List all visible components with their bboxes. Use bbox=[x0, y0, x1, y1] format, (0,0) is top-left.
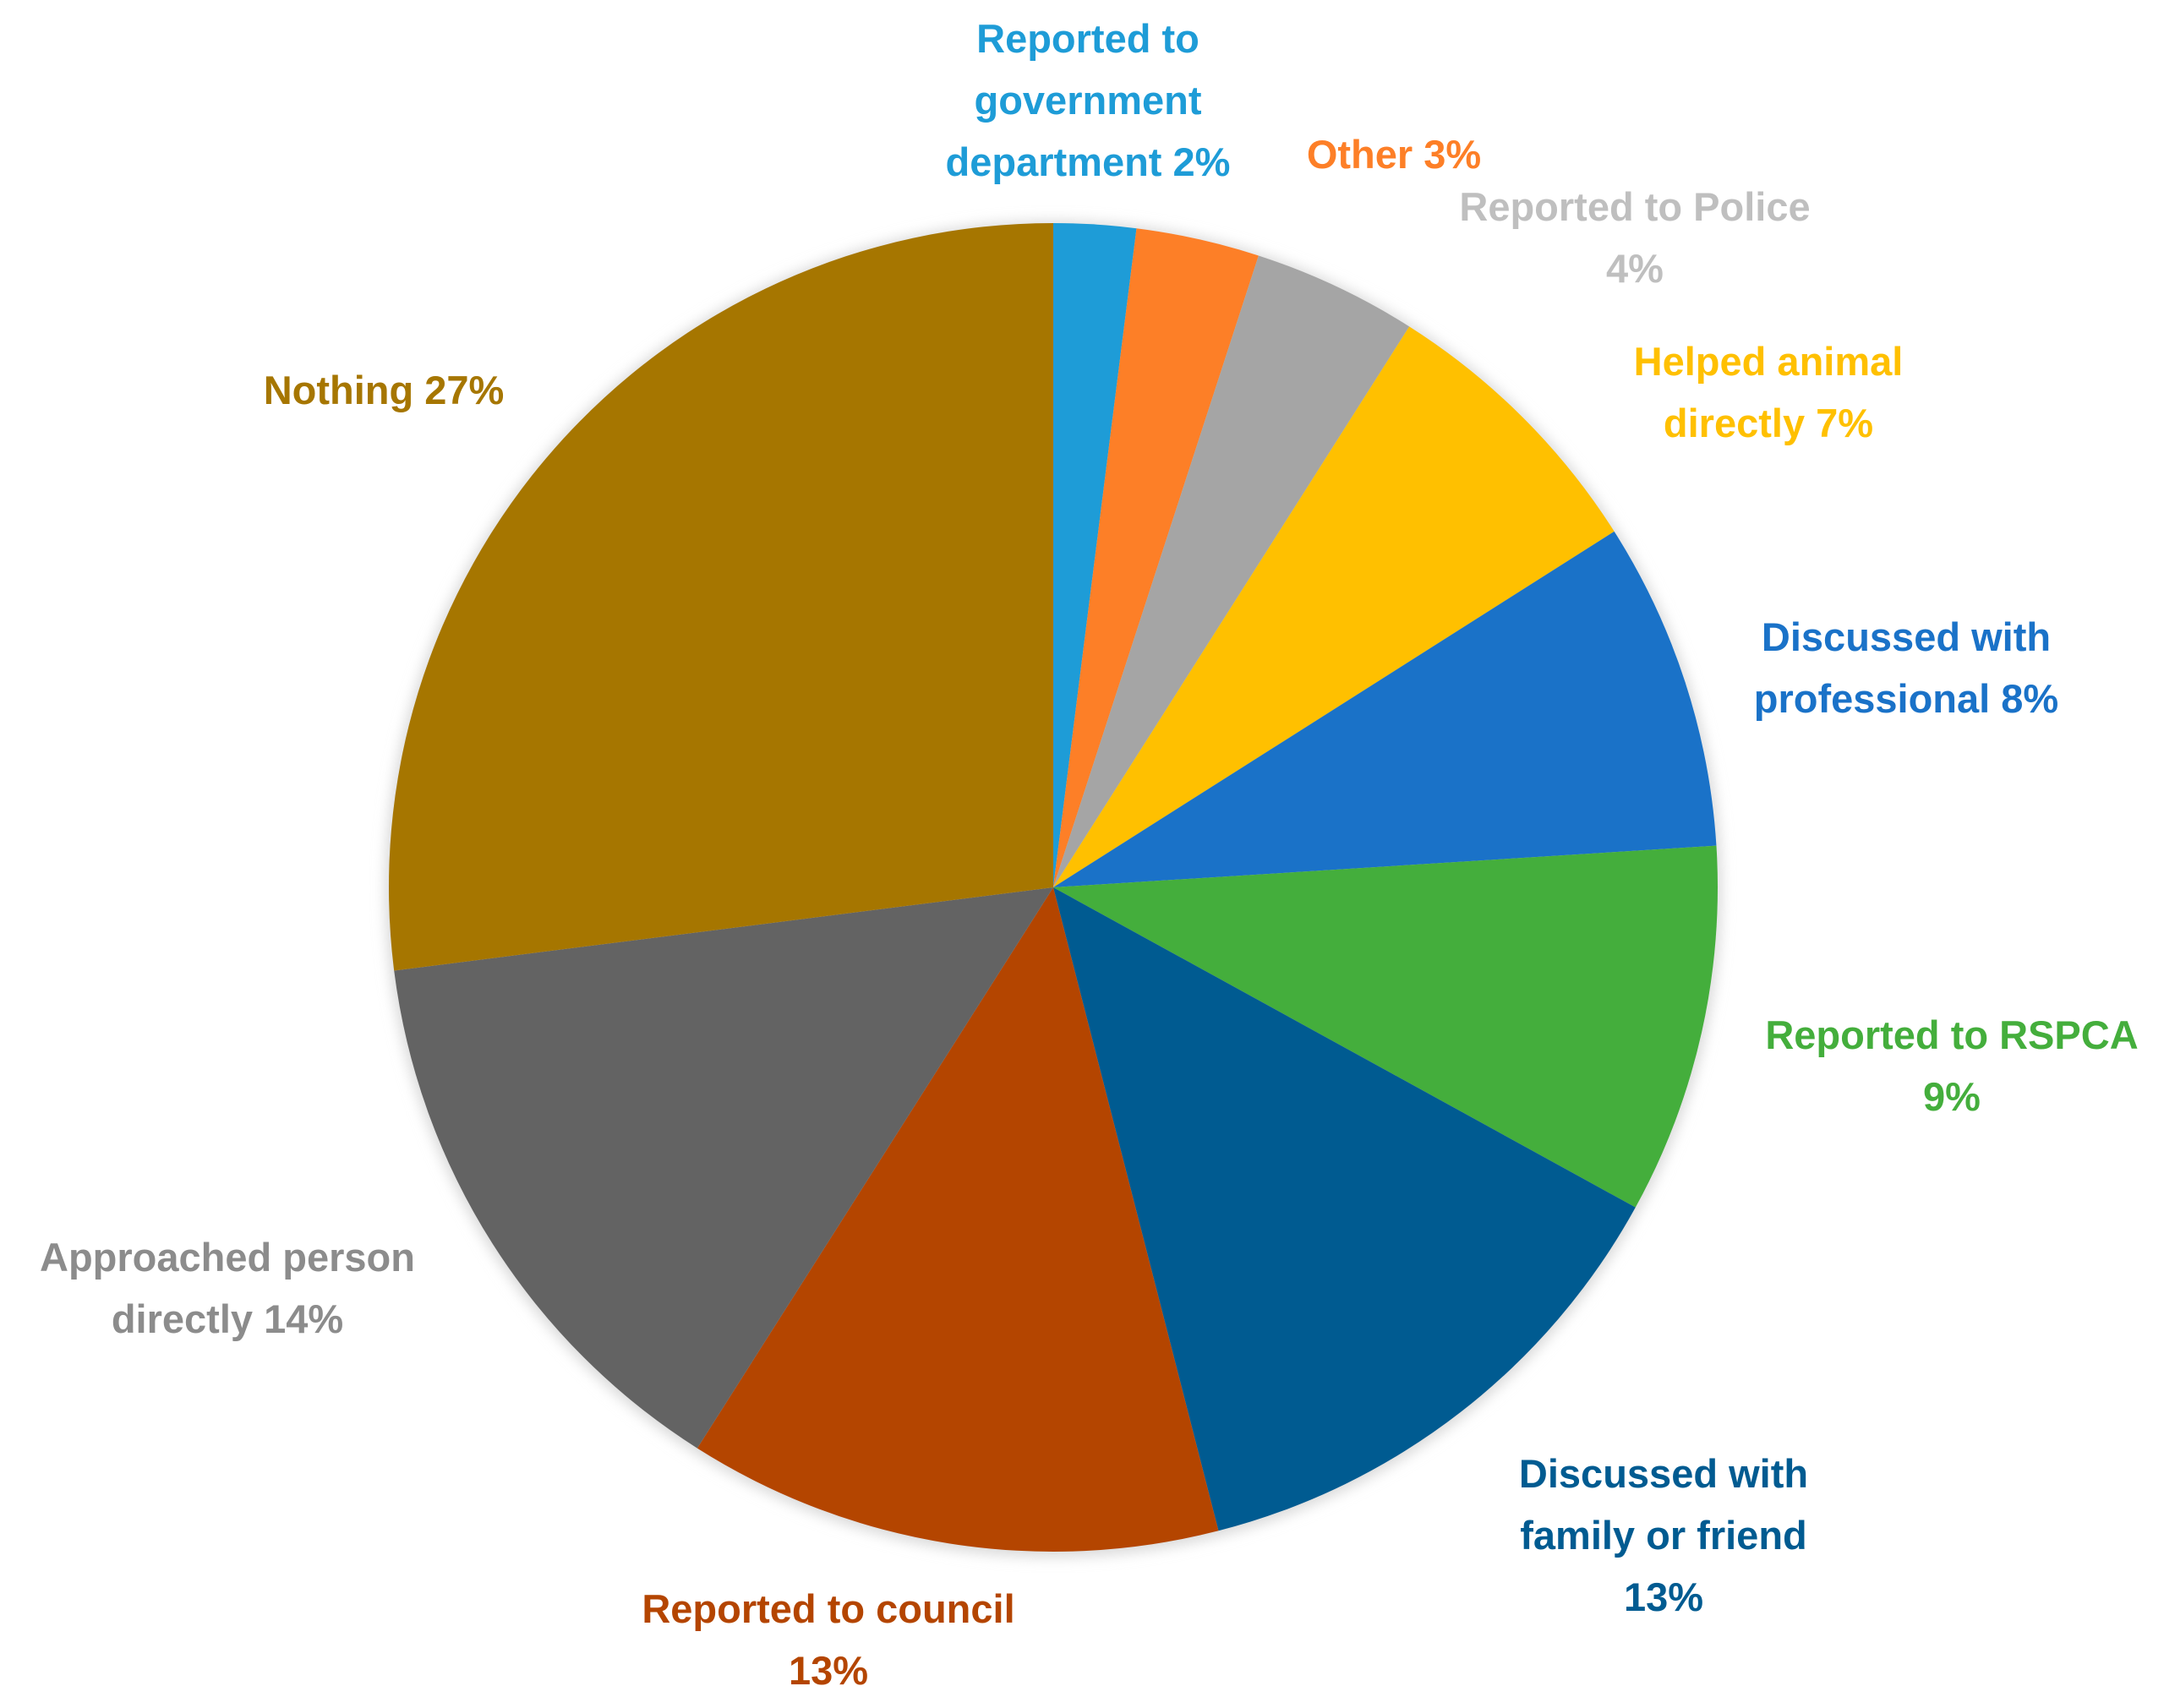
data-label: Reported to Police 4% bbox=[1459, 184, 1810, 291]
data-label-line: 9% bbox=[1923, 1074, 1981, 1119]
pie-slice-reported-to-rspca bbox=[1053, 845, 1718, 1208]
data-label-line: Reported to bbox=[976, 16, 1199, 61]
data-label-line: Other 3% bbox=[1307, 132, 1481, 177]
pie-slice-approached-person-directly bbox=[394, 887, 1053, 1449]
pie-slice-reported-to-police bbox=[1053, 255, 1410, 887]
data-label-line: 13% bbox=[789, 1648, 868, 1693]
pie-slice-other bbox=[1053, 228, 1259, 887]
data-label: Discussed with professional 8% bbox=[1754, 614, 2058, 721]
data-label-line: Reported to council bbox=[642, 1586, 1014, 1631]
data-label: Helped animal directly 7% bbox=[1634, 339, 1904, 445]
data-label-line: Reported to RSPCA bbox=[1765, 1012, 2138, 1057]
data-label: Nothing 27% bbox=[264, 368, 505, 412]
data-label-line: government bbox=[975, 78, 1202, 123]
data-label-line: 4% bbox=[1606, 246, 1664, 291]
pie-slice-discussed-with-professional bbox=[1053, 531, 1717, 887]
data-label-line: department 2% bbox=[946, 139, 1231, 184]
data-label-line: Helped animal bbox=[1634, 339, 1904, 384]
data-label-line: professional 8% bbox=[1754, 676, 2058, 721]
data-label: Reported to council 13% bbox=[642, 1586, 1014, 1693]
data-label: Reported to government department 2% bbox=[946, 16, 1231, 184]
pie-slice-helped-animal-directly bbox=[1053, 326, 1615, 887]
data-label-line: Discussed with bbox=[1762, 614, 2051, 659]
pie-slice-nothing bbox=[388, 223, 1053, 971]
data-label: Other 3% bbox=[1307, 132, 1481, 177]
pie-slice-discussed-with-family-or-friend bbox=[1053, 887, 1636, 1531]
data-label-line: Nothing 27% bbox=[264, 368, 505, 412]
data-label: Reported to RSPCA 9% bbox=[1765, 1012, 2138, 1119]
data-label: Discussed with family or friend 13% bbox=[1519, 1451, 1808, 1619]
data-label-line: 13% bbox=[1624, 1574, 1703, 1619]
data-label: Approached person directly 14% bbox=[40, 1235, 415, 1341]
data-label-line: Reported to Police bbox=[1459, 184, 1810, 229]
data-label-line: directly 7% bbox=[1664, 401, 1873, 445]
pie-slice-reported-to-council bbox=[697, 887, 1219, 1552]
data-label-line: directly 14% bbox=[112, 1296, 343, 1341]
data-label-line: Approached person bbox=[40, 1235, 415, 1280]
pie-slice-reported-to-government-department bbox=[1053, 223, 1137, 887]
data-label-line: family or friend bbox=[1520, 1513, 1807, 1558]
data-label-line: Discussed with bbox=[1519, 1451, 1808, 1496]
